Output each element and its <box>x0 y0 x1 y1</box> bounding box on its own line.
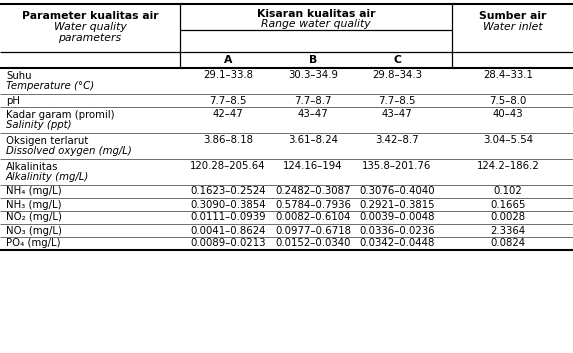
Text: Salinity (ppt): Salinity (ppt) <box>6 120 72 130</box>
Text: Suhu: Suhu <box>6 71 32 81</box>
Text: A: A <box>224 55 232 65</box>
Text: pH: pH <box>6 96 20 106</box>
Text: 120.28–205.64: 120.28–205.64 <box>190 161 266 171</box>
Text: B: B <box>309 55 317 65</box>
Text: 2.3364: 2.3364 <box>490 226 525 235</box>
Text: NO₂ (mg/L): NO₂ (mg/L) <box>6 213 62 222</box>
Text: 3.86–8.18: 3.86–8.18 <box>203 135 253 145</box>
Text: Alkalinitas: Alkalinitas <box>6 162 58 172</box>
Text: 0.2921–0.3815: 0.2921–0.3815 <box>359 199 435 209</box>
Text: 3.42–8.7: 3.42–8.7 <box>375 135 419 145</box>
Text: 43–47: 43–47 <box>297 109 328 119</box>
Text: 135.8–201.76: 135.8–201.76 <box>362 161 431 171</box>
Text: 0.0039–0.0048: 0.0039–0.0048 <box>359 213 435 222</box>
Text: 43–47: 43–47 <box>382 109 413 119</box>
Text: Range water quality: Range water quality <box>261 19 371 29</box>
Text: 0.0977–0.6718: 0.0977–0.6718 <box>275 226 351 235</box>
Text: 0.0082–0.6104: 0.0082–0.6104 <box>275 213 351 222</box>
Text: C: C <box>393 55 401 65</box>
Text: 7.5–8.0: 7.5–8.0 <box>489 96 527 106</box>
Text: 30.3–34.9: 30.3–34.9 <box>288 70 338 80</box>
Text: Parameter kualitas air: Parameter kualitas air <box>22 11 158 21</box>
Text: 42–47: 42–47 <box>213 109 244 119</box>
Text: 0.5784–0.7936: 0.5784–0.7936 <box>275 199 351 209</box>
Text: Sumber air: Sumber air <box>479 11 546 21</box>
Text: 0.1665: 0.1665 <box>490 199 526 209</box>
Text: 3.61–8.24: 3.61–8.24 <box>288 135 338 145</box>
Text: 7.7–8.7: 7.7–8.7 <box>295 96 332 106</box>
Text: Temperature (°C): Temperature (°C) <box>6 81 94 91</box>
Text: 124.2–186.2: 124.2–186.2 <box>477 161 539 171</box>
Text: 0.0152–0.0340: 0.0152–0.0340 <box>275 239 351 249</box>
Text: 0.0336–0.0236: 0.0336–0.0236 <box>359 226 435 235</box>
Text: 0.3090–0.3854: 0.3090–0.3854 <box>190 199 266 209</box>
Text: 0.0089–0.0213: 0.0089–0.0213 <box>190 239 266 249</box>
Text: 0.2482–0.3087: 0.2482–0.3087 <box>275 186 351 197</box>
Text: 0.0028: 0.0028 <box>490 213 525 222</box>
Text: 40–43: 40–43 <box>493 109 523 119</box>
Text: 7.7–8.5: 7.7–8.5 <box>209 96 247 106</box>
Text: 0.1623–0.2524: 0.1623–0.2524 <box>190 186 266 197</box>
Text: 0.0342–0.0448: 0.0342–0.0448 <box>359 239 435 249</box>
Text: NH₄ (mg/L): NH₄ (mg/L) <box>6 186 62 197</box>
Text: PO₄ (mg/L): PO₄ (mg/L) <box>6 239 61 249</box>
Text: Kisaran kualitas air: Kisaran kualitas air <box>257 9 375 19</box>
Text: 29.8–34.3: 29.8–34.3 <box>372 70 422 80</box>
Text: Oksigen terlarut: Oksigen terlarut <box>6 136 88 146</box>
Text: Water quality: Water quality <box>54 22 127 32</box>
Text: Water inlet: Water inlet <box>482 22 542 32</box>
Text: 7.7–8.5: 7.7–8.5 <box>378 96 416 106</box>
Text: Dissolved oxygen (mg/L): Dissolved oxygen (mg/L) <box>6 146 132 156</box>
Text: Kadar garam (promil): Kadar garam (promil) <box>6 110 115 120</box>
Text: 29.1–33.8: 29.1–33.8 <box>203 70 253 80</box>
Text: 0.102: 0.102 <box>493 186 523 197</box>
Text: 28.4–33.1: 28.4–33.1 <box>483 70 533 80</box>
Text: 0.0824: 0.0824 <box>490 239 525 249</box>
Text: 3.04–5.54: 3.04–5.54 <box>483 135 533 145</box>
Text: NH₃ (mg/L): NH₃ (mg/L) <box>6 199 62 209</box>
Text: Alkalinity (mg/L): Alkalinity (mg/L) <box>6 172 89 182</box>
Text: 124.16–194: 124.16–194 <box>283 161 343 171</box>
Text: 0.3076–0.4040: 0.3076–0.4040 <box>359 186 435 197</box>
Text: NO₃ (mg/L): NO₃ (mg/L) <box>6 226 62 235</box>
Text: 0.0111–0.0939: 0.0111–0.0939 <box>190 213 266 222</box>
Text: parameters: parameters <box>58 33 121 43</box>
Text: 0.0041–0.8624: 0.0041–0.8624 <box>190 226 266 235</box>
